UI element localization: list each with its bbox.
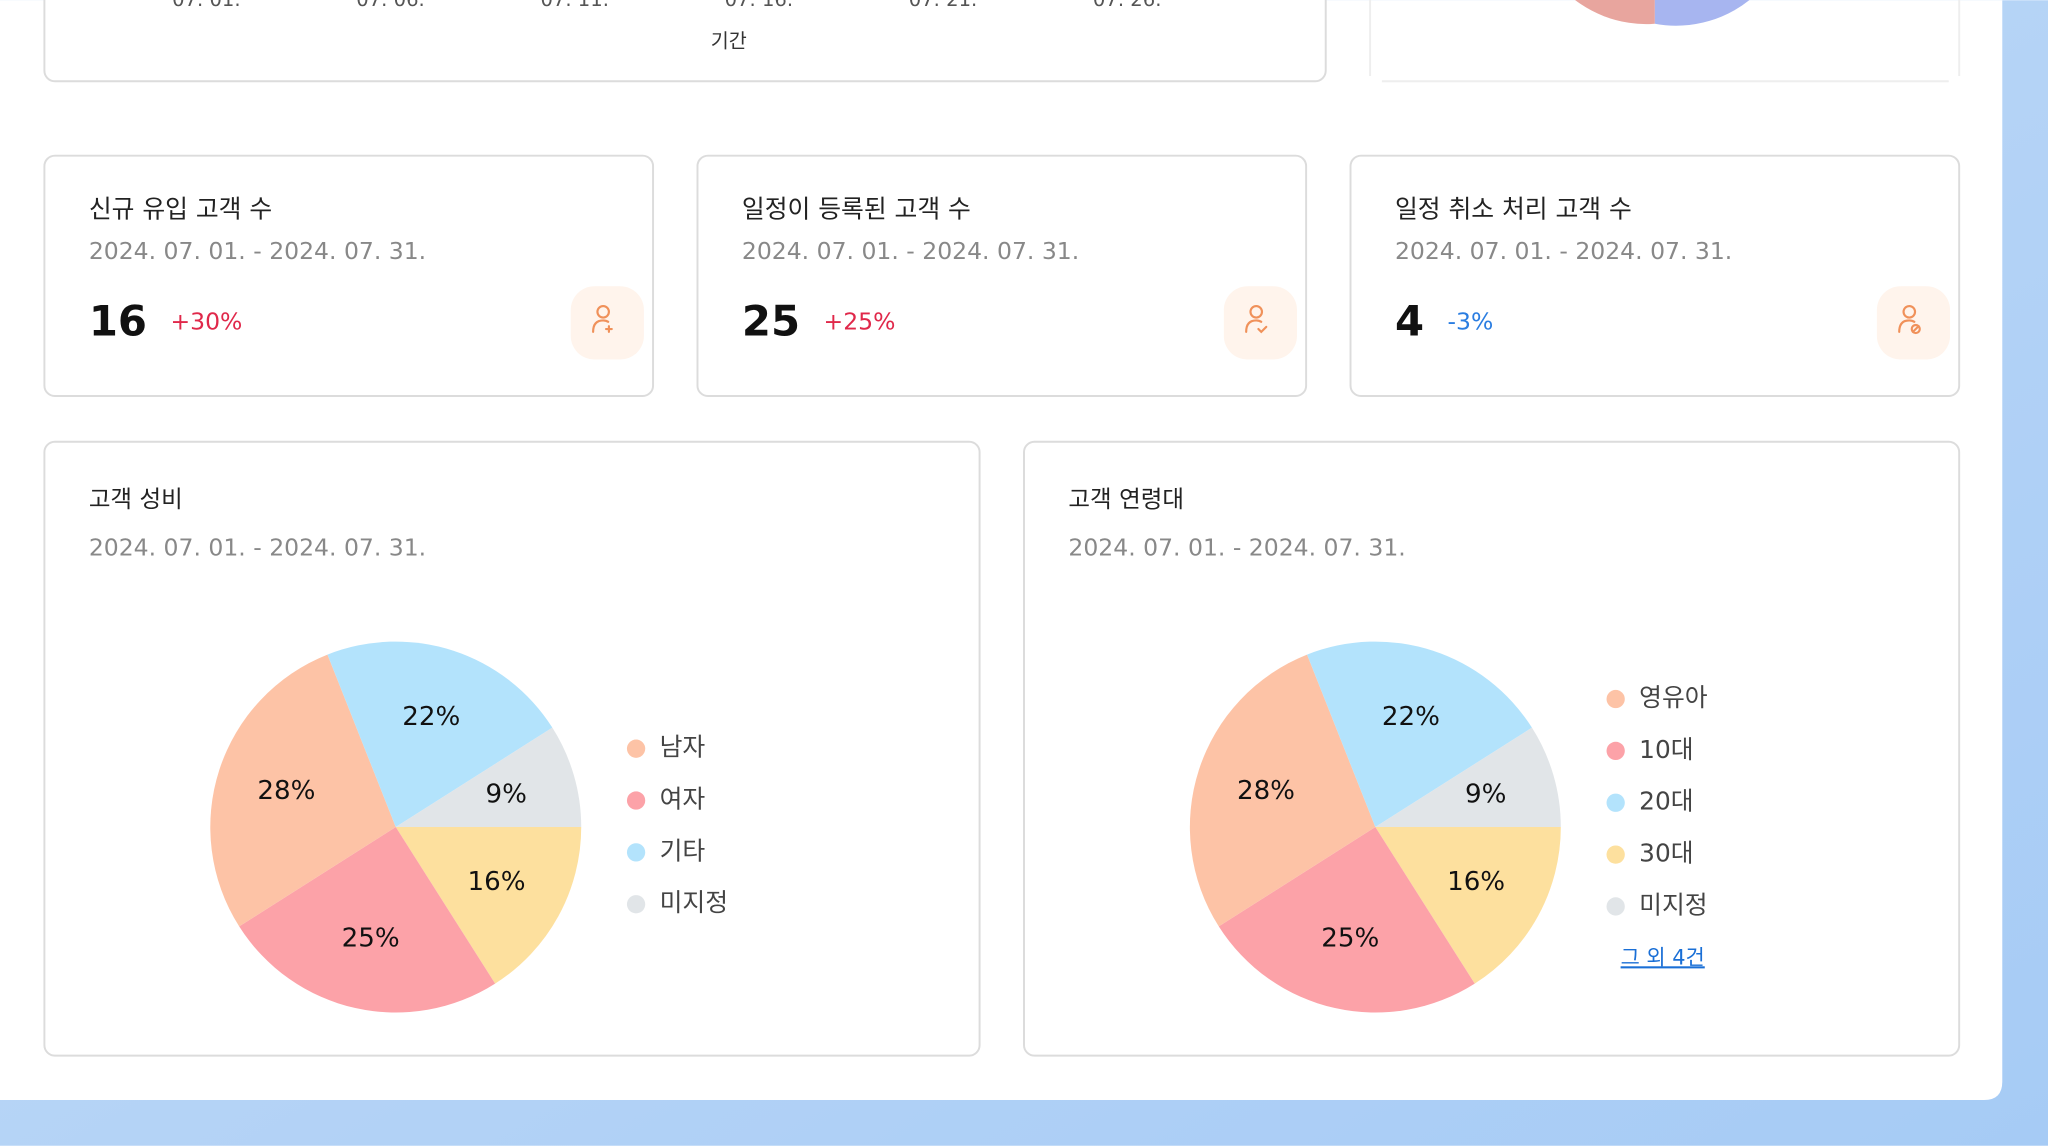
legend-label: 10대	[1639, 735, 1693, 764]
icon-badge	[1257, 325, 1268, 334]
chart-title: 고객 성비	[89, 485, 183, 513]
kpi-icon	[1876, 286, 1951, 360]
legend-swatch	[1606, 793, 1625, 812]
pie-slice	[395, 827, 582, 984]
slice-label: 9%	[485, 779, 526, 809]
pie-slice	[1375, 827, 1561, 984]
x-tick-label: 07. 16.	[725, 0, 794, 11]
line-chart-card	[43, 0, 1327, 83]
icon-body	[1245, 319, 1263, 333]
legend-label: 미지정	[1639, 890, 1707, 919]
slice-label: 22%	[402, 702, 460, 732]
kpi-icon	[1223, 286, 1297, 360]
kpi-value: 4	[1395, 297, 1424, 346]
icon-head	[1249, 304, 1264, 319]
kpi-period: 2024. 07. 01. - 2024. 07. 31.	[89, 237, 426, 265]
kpi-title: 신규 유입 고객 수	[89, 195, 272, 224]
kpi-value: 16	[89, 297, 147, 346]
kpi-period: 2024. 07. 01. - 2024. 07. 31.	[1395, 237, 1732, 265]
legend-label: 영유아	[1639, 683, 1708, 712]
legend-swatch	[626, 895, 646, 914]
kpi-change: +25%	[824, 307, 896, 335]
person-icon	[592, 304, 613, 333]
icon-body	[1898, 319, 1916, 333]
pie-slice	[395, 727, 582, 828]
slice-label: 25%	[1321, 924, 1379, 954]
person-icon	[1898, 304, 1921, 335]
pie-slice	[1189, 654, 1376, 927]
x-tick-label: 07. 11.	[540, 0, 609, 11]
kpi-card	[43, 154, 655, 397]
icon-badge	[604, 325, 613, 333]
slice-label: 9%	[1465, 779, 1506, 809]
person-icon	[1245, 304, 1268, 334]
legend-swatch	[626, 739, 646, 758]
kpi-change: +30%	[170, 307, 242, 335]
pie-slice	[327, 641, 553, 828]
x-tick-label: 07. 26.	[1093, 0, 1162, 11]
pie-card-edge	[1369, 0, 1961, 83]
chart-title: 고객 연령대	[1068, 485, 1184, 513]
legend-swatch	[1606, 897, 1625, 916]
partial-slice	[1654, 0, 1750, 26]
kpi-card	[696, 154, 1308, 397]
legend-label: 20대	[1639, 787, 1693, 816]
icon-head	[596, 304, 610, 319]
icon-bg	[570, 286, 644, 360]
kpi-card	[1349, 154, 1961, 397]
legend-label: 여자	[660, 785, 706, 814]
legend-label: 30대	[1639, 839, 1693, 868]
kpi-title: 일정이 등록된 고객 수	[742, 195, 971, 224]
slice-label: 22%	[1382, 702, 1440, 732]
icon-body	[592, 319, 610, 333]
pie-slice	[239, 827, 496, 1013]
pie-slice	[1307, 641, 1532, 828]
kpi-icon	[570, 286, 644, 360]
more-link[interactable]: 그 외 4건	[1621, 945, 1705, 969]
icon-bg	[1876, 286, 1951, 360]
chart-subtitle: 2024. 07. 01. - 2024. 07. 31.	[89, 533, 426, 561]
icon-badge	[1910, 323, 1921, 335]
legend-label: 남자	[660, 733, 706, 762]
pie-slice	[210, 654, 396, 927]
x-tick-label: 07. 21.	[909, 0, 978, 11]
kpi-value: 25	[742, 297, 800, 346]
pie-slice	[1218, 827, 1475, 1013]
kpi-period: 2024. 07. 01. - 2024. 07. 31.	[742, 237, 1079, 265]
slice-label: 16%	[467, 867, 525, 897]
legend-swatch	[626, 843, 646, 862]
kpi-change: -3%	[1448, 307, 1494, 335]
x-axis-label: 기간	[711, 30, 747, 53]
pie-slice	[1375, 727, 1561, 828]
legend-swatch	[1606, 689, 1625, 709]
x-tick-label: 07. 01.	[172, 0, 241, 11]
legend-swatch	[626, 791, 646, 810]
legend-swatch	[1606, 741, 1625, 761]
icon-head	[1902, 304, 1917, 319]
partial-slice	[1575, 0, 1655, 25]
kpi-title: 일정 취소 처리 고객 수	[1395, 195, 1632, 224]
slice-label: 28%	[1237, 776, 1295, 806]
chart-subtitle: 2024. 07. 01. - 2024. 07. 31.	[1068, 533, 1405, 561]
icon-bg	[1223, 286, 1297, 360]
legend-label: 미지정	[660, 888, 728, 917]
legend-swatch	[1606, 845, 1625, 864]
icon-badge	[1911, 325, 1920, 333]
x-tick-label: 07. 06.	[356, 0, 425, 11]
slice-label: 16%	[1447, 867, 1505, 897]
slice-label: 28%	[257, 776, 315, 806]
legend-label: 기타	[660, 836, 706, 865]
slice-label: 25%	[342, 924, 400, 954]
